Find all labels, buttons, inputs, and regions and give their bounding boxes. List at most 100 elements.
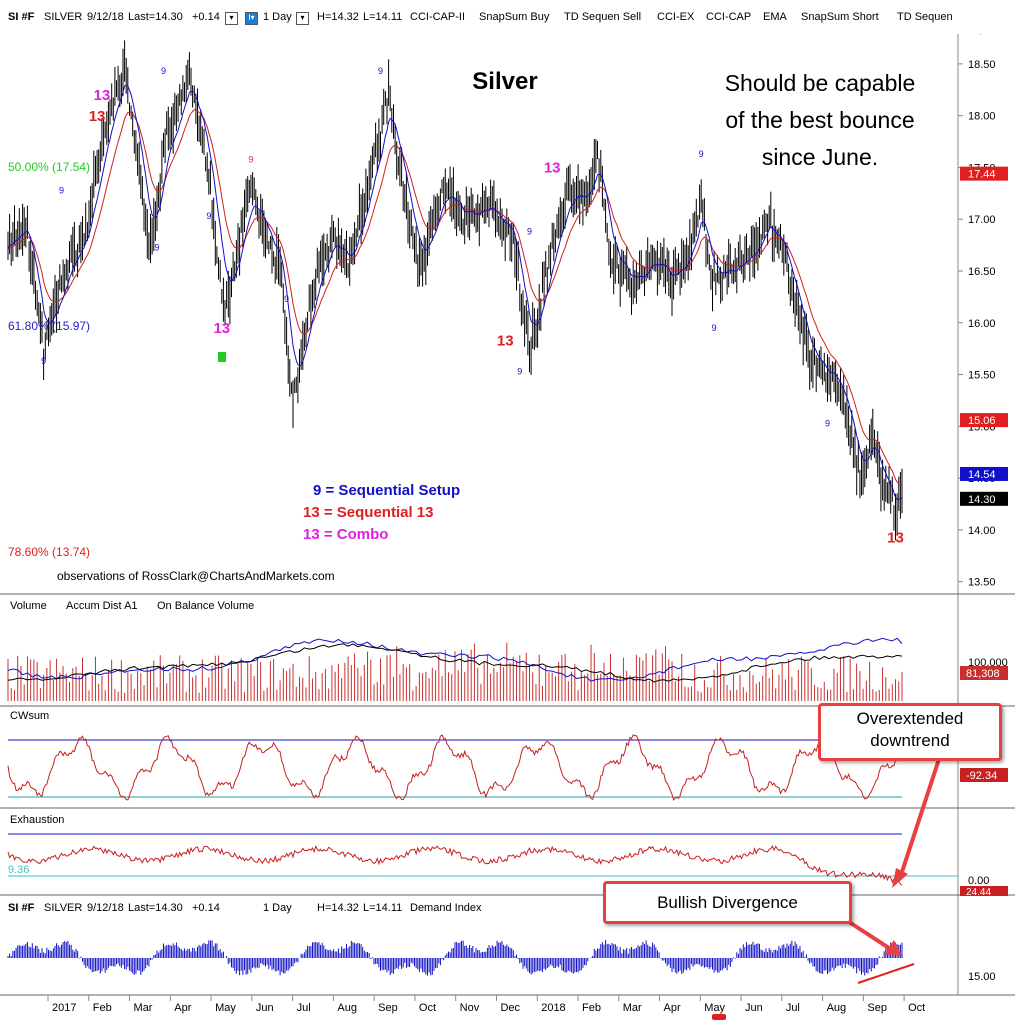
price-tag-label: 14.30 bbox=[968, 494, 996, 506]
x-axis-tick-label: Oct bbox=[908, 1002, 925, 1014]
setup-9-label: 9 bbox=[527, 227, 532, 237]
header-interval: 1 Day bbox=[263, 11, 292, 23]
x-axis-tick-label: Apr bbox=[174, 1002, 191, 1014]
callout-arrowhead bbox=[884, 940, 902, 956]
x-axis-tick-label: Feb bbox=[582, 1002, 601, 1014]
callout-line: downtrend bbox=[870, 731, 950, 750]
volume-panel-label: Volume bbox=[10, 600, 47, 612]
x-axis-tick-label: Aug bbox=[337, 1002, 357, 1014]
ema-fast-line bbox=[7, 84, 903, 501]
demand-panel-label: 9/12/18 bbox=[87, 902, 124, 914]
time-scroll-marker bbox=[712, 1014, 726, 1020]
y-axis-tick-label: 13.50 bbox=[968, 577, 996, 589]
x-axis-tick-label: May bbox=[215, 1002, 236, 1014]
x-axis-tick-label: Sep bbox=[867, 1002, 887, 1014]
volume-panel-label: Accum Dist A1 bbox=[66, 600, 138, 612]
x-axis-tick-label: Mar bbox=[134, 1002, 153, 1014]
demand-panel-label: Last=14.30 bbox=[128, 902, 183, 914]
cwsum-readout-tag bbox=[960, 768, 1008, 782]
study-label[interactable]: CCI-EX bbox=[657, 11, 695, 23]
combo-marker bbox=[218, 352, 226, 362]
header-dropdown-button[interactable]: ▾ bbox=[225, 12, 238, 25]
y-axis-tick-label: 16.00 bbox=[968, 318, 996, 330]
x-axis-tick-label: Feb bbox=[93, 1002, 112, 1014]
commentary-line: since June. bbox=[762, 144, 878, 170]
y-axis-tick-label: 16.50 bbox=[968, 266, 996, 278]
x-axis-tick-label: Jul bbox=[786, 1002, 800, 1014]
demand-panel-label: +0.14 bbox=[192, 902, 220, 914]
divergence-trendline bbox=[857, 963, 915, 984]
x-axis-tick-label: Sep bbox=[378, 1002, 398, 1014]
x-axis-tick-label: May bbox=[704, 1002, 725, 1014]
setup-9-label: 9 bbox=[41, 356, 46, 366]
credit-text: observations of RossClark@ChartsAndMarke… bbox=[57, 569, 335, 583]
study-label[interactable]: TD Sequen Sell bbox=[564, 11, 642, 23]
exhaustion-readout-tag bbox=[960, 886, 1008, 896]
x-axis-tick-label: Jul bbox=[297, 1002, 311, 1014]
header-last: Last=14.30 bbox=[128, 11, 183, 23]
accum-dist-line bbox=[7, 637, 903, 682]
x-axis-tick-label: Jun bbox=[745, 1002, 763, 1014]
setup-9-label: 9 bbox=[517, 367, 522, 377]
fib-level-label: 78.60% (13.74) bbox=[8, 545, 90, 559]
price-tag-label: 15.06 bbox=[968, 415, 996, 427]
demand-readout: 15.00 bbox=[968, 971, 996, 983]
header-symbol: SI #F bbox=[8, 11, 35, 23]
y-axis-tick-label: 18.50 bbox=[968, 59, 996, 71]
commentary-line: of the best bounce bbox=[725, 107, 914, 133]
header-interval-dropdown[interactable]: ▾ bbox=[296, 12, 309, 25]
setup-9-label: 9 bbox=[378, 66, 383, 76]
callout-arrow bbox=[844, 918, 894, 952]
commentary-line: Should be capable bbox=[725, 70, 916, 96]
study-label[interactable]: CCI-CAP-II bbox=[410, 11, 465, 23]
demand-panel-label: SILVER bbox=[44, 902, 82, 914]
setup-9-label: 9 bbox=[248, 154, 253, 164]
setup-9-label: 9 bbox=[825, 418, 830, 428]
study-label[interactable]: CCI-CAP bbox=[706, 11, 752, 23]
price-tag bbox=[960, 466, 1008, 481]
demand-panel-label: H=14.32 bbox=[317, 902, 359, 914]
study-label[interactable]: TD Sequen bbox=[897, 11, 953, 23]
header-interval-button[interactable]: I▾ bbox=[245, 12, 258, 25]
setup-9-label: 9 bbox=[161, 66, 166, 76]
volume-panel-label: On Balance Volume bbox=[157, 600, 254, 612]
price-tag-label: 17.44 bbox=[968, 169, 996, 181]
setup-9-label: 9 bbox=[712, 323, 717, 333]
setup-9-label: 9 bbox=[59, 185, 64, 195]
study-label[interactable]: EMA bbox=[763, 11, 787, 23]
volume-readout-tag bbox=[960, 666, 1008, 680]
setup-9-label: 9 bbox=[284, 294, 289, 304]
exhaustion-left-value: 9.36 bbox=[8, 864, 29, 876]
chart-header: SI #F SILVER 9/12/18 Last=14.30 +0.14 ▾ … bbox=[0, 0, 1015, 34]
x-axis-tick-label: Nov bbox=[460, 1002, 480, 1014]
x-axis-tick-label: 2018 bbox=[541, 1002, 565, 1014]
exhaustion-panel-label: Exhaustion bbox=[10, 814, 64, 826]
callout-overextended-downtrend: Overextended downtrend bbox=[818, 703, 1002, 761]
sequential-13-label: 13 bbox=[89, 108, 106, 125]
fib-level-label: 50.00% (17.54) bbox=[8, 160, 90, 174]
setup-9-label: 9 bbox=[154, 242, 159, 252]
legend-entry: 13 = Combo bbox=[303, 526, 388, 543]
study-label[interactable]: SnapSum Buy bbox=[479, 11, 550, 23]
demand-panel-label: SI #F bbox=[8, 902, 35, 914]
volume-readout: 81,308 bbox=[966, 668, 1000, 680]
callout-bullish-divergence: Bullish Divergence bbox=[603, 881, 852, 924]
x-axis-tick-label: 2017 bbox=[52, 1002, 76, 1014]
fib-level-label: 61.80% (15.97) bbox=[8, 319, 90, 333]
sequential-13-label: 13 bbox=[94, 87, 111, 104]
sequential-13-label: 13 bbox=[544, 160, 561, 177]
study-label[interactable]: SnapSum Short bbox=[801, 11, 879, 23]
callout-line: Overextended bbox=[856, 709, 964, 728]
price-tag-label: 14.54 bbox=[968, 469, 996, 481]
sequential-13-label: 13 bbox=[497, 333, 514, 350]
exhaustion-readout: 24.44 bbox=[966, 887, 991, 898]
demand-panel-label: 1 Day bbox=[263, 902, 292, 914]
price-tag bbox=[960, 166, 1008, 181]
x-axis-tick-label: Oct bbox=[419, 1002, 436, 1014]
callout-arrowhead bbox=[892, 868, 908, 888]
header-high: H=14.32 bbox=[317, 11, 359, 23]
legend-entry: 9 = Sequential Setup bbox=[313, 482, 460, 499]
header-date: 9/12/18 bbox=[87, 11, 124, 23]
x-axis-tick-label: Jun bbox=[256, 1002, 274, 1014]
header-low: L=14.11 bbox=[363, 11, 403, 23]
